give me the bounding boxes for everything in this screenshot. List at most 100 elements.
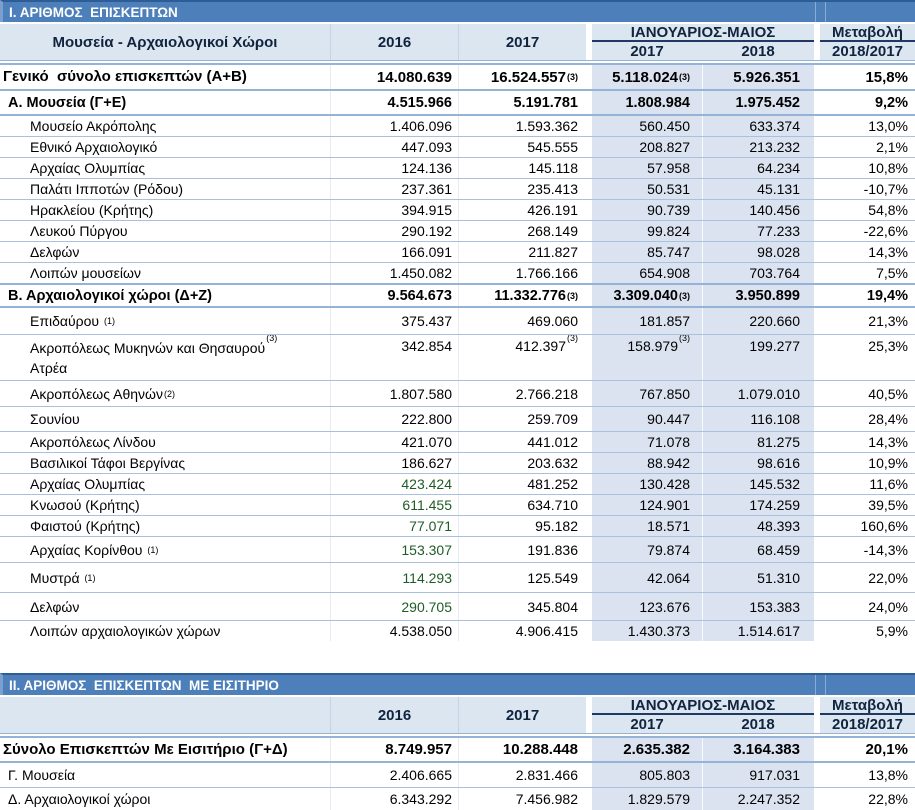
row-label: Σουνίου [0, 407, 330, 431]
cell-janmay-2017: 158.979 (3) [592, 335, 702, 380]
value-text: 14,3% [868, 244, 908, 260]
value-text: 191.836 [527, 541, 578, 558]
cell-janmay-2018: 1.975.452 [702, 91, 814, 114]
value-text: 268.149 [527, 223, 578, 239]
cell-2016: 166.091 [330, 242, 458, 262]
column-gutter [814, 453, 820, 473]
table-row: Σουνίου 222.800 259.709 90.447 116.108 28,4% [0, 406, 915, 431]
cell-2017: 5.191.781 [458, 91, 586, 114]
value-text: 1.406.096 [389, 118, 452, 134]
value-text: 3.950.899 [735, 287, 800, 304]
section-2-titlebar: ΙΙ. ΑΡΙΘΜΟΣ ΕΠΙΣΚΕΠΤΩΝ ΜΕ ΕΙΣΙΤΗΡΙΟ [0, 673, 915, 695]
row-label-text: Γενικό σύνολο επισκεπτών (Α+Β) [3, 68, 247, 85]
cell-change: 25,3% [820, 335, 915, 380]
cell-change: 22,0% [820, 563, 915, 592]
value-text: 18.571 [647, 518, 690, 534]
value-text: 611.455 [402, 497, 452, 513]
column-header-label: Μουσεία - Αρχαιολογικοί Χώροι [52, 33, 278, 51]
cell-2017: 259.709 [458, 407, 586, 431]
column-header-janmay-2018: 2018 [741, 42, 775, 60]
value-text: 375.437 [401, 313, 452, 329]
table-row: Γ. Μουσεία 2.406.665 2.831.466 805.803 917.0… [0, 763, 915, 787]
cell-2016: 290.192 [330, 221, 458, 241]
cell-2017: 1.766.166 [458, 263, 586, 283]
cell-change: -14,3% [820, 537, 915, 562]
value-text: 7,5% [876, 265, 908, 281]
cell-janmay-2018: 45.131 [702, 179, 814, 199]
column-gutter [814, 738, 820, 762]
cell-change: 21,3% [820, 308, 915, 334]
column-gutter [814, 308, 820, 334]
value-text: 441.012 [527, 434, 578, 450]
cell-2017: 426.191 [458, 200, 586, 220]
column-gutter [586, 407, 592, 431]
cell-2016: 8.749.957 [330, 738, 458, 762]
cell-janmay-2017: 90.447 [592, 407, 702, 431]
row-label-text: Λευκού Πύργου [30, 223, 128, 239]
cell-janmay-2018: 81.275 [702, 432, 814, 452]
column-gutter [814, 697, 820, 733]
cell-janmay-2017: 767.850 [592, 381, 702, 406]
table-row: Μουσείο Ακρόπολης 1.406.096 1.593.362 560.4… [0, 116, 915, 136]
value-text: 237.361 [401, 181, 452, 197]
value-text: 79.874 [647, 541, 690, 558]
table-row: Αρχαίας Ολυμπίας 124.136 145.118 57.958 64.2… [0, 157, 915, 178]
value-text: 98.616 [757, 455, 800, 471]
row-label: Παλάτι Ιπποτών (Ρόδου) [0, 179, 330, 199]
value-text: 9,2% [874, 94, 908, 111]
value-text: 2.831.466 [515, 766, 578, 783]
cell-janmay-2017: 99.824 [592, 221, 702, 241]
cell-2017: 268.149 [458, 221, 586, 241]
cell-2017: 545.555 [458, 137, 586, 157]
value-text: 71.078 [647, 434, 690, 450]
cell-2016: 421.070 [330, 432, 458, 452]
cell-change: 160,6% [820, 516, 915, 536]
row-label-text: Αρχαίας Ολυμπίας [30, 160, 146, 176]
value-text: 259.709 [527, 411, 578, 427]
cell-janmay-2017: 79.874 [592, 537, 702, 562]
cell-janmay-2017: 654.908 [592, 263, 702, 283]
cell-janmay-2018: 1.079.010 [702, 381, 814, 406]
value-text: 703.764 [749, 265, 800, 281]
column-gutter [814, 65, 820, 89]
titlebar-divider [815, 2, 816, 22]
cell-janmay-2017: 90.739 [592, 200, 702, 220]
value-text: 90.447 [647, 411, 690, 427]
section-1-title: Ι. ΑΡΙΘΜΟΣ ΕΠΙΣΚΕΠΤΩΝ [9, 4, 178, 20]
cell-2017: 235.413 [458, 179, 586, 199]
cell-janmay-2018: 48.393 [702, 516, 814, 536]
column-header-janmay-group: ΙΑΝΟΥΑΡΙΟΣ-ΜΑΙΟΣ [592, 697, 814, 715]
row-label-text: Α. Μουσεία (Γ+Ε) [8, 94, 127, 111]
cell-2016: 1.406.096 [330, 116, 458, 136]
row-label-text: Γ. Μουσεία [8, 766, 76, 783]
value-text: 116.108 [750, 411, 800, 427]
row-label: Γ. Μουσεία [0, 763, 330, 786]
value-text: 98.028 [757, 244, 800, 260]
titlebar-divider [815, 675, 816, 695]
cell-janmay-2018: 2.247.352 [702, 787, 814, 810]
value-text: 130.428 [639, 476, 690, 492]
column-header-change-years: 2018/2017 [832, 715, 903, 733]
value-text: 99.824 [647, 223, 690, 239]
cell-change: 10,8% [820, 158, 915, 178]
value-text: 1.430.373 [627, 623, 690, 639]
value-text: 15,8% [865, 68, 908, 86]
row-label-text: Ακροπόλεως Αθηνών [30, 385, 163, 402]
cell-janmay-2017: 560.450 [592, 116, 702, 136]
column-gutter [586, 738, 592, 762]
row-label-text: Επιδαύρου [30, 313, 103, 329]
value-text: 394.915 [401, 202, 452, 218]
column-gutter [586, 285, 592, 306]
value-text: 64.234 [757, 160, 800, 176]
value-text: 3.309.040 [613, 287, 678, 304]
value-text: 4.538.050 [389, 623, 452, 639]
table-row: Παλάτι Ιπποτών (Ρόδου) 237.361 235.413 50.5… [0, 178, 915, 199]
row-label-text: Μυστρά [30, 569, 84, 586]
value-text: 77.233 [757, 223, 800, 239]
cell-2016: 1.450.082 [330, 263, 458, 283]
cell-change: 13,8% [820, 763, 915, 786]
value-text: 199.277 [749, 338, 800, 354]
cell-2017: 16.524.557 (3) [458, 65, 586, 89]
value-text: -14,3% [863, 541, 908, 558]
cell-janmay-2018: 1.514.617 [702, 621, 814, 641]
